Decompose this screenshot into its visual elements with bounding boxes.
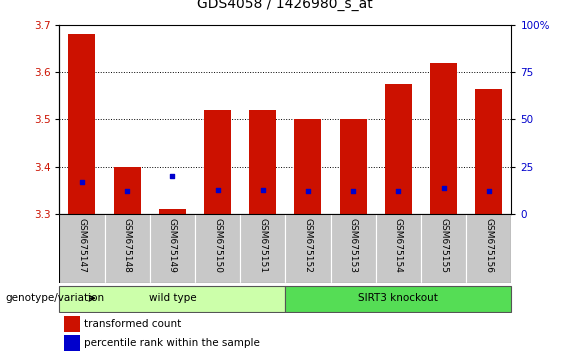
Point — [168, 173, 177, 179]
Text: GSM675156: GSM675156 — [484, 218, 493, 273]
Bar — [421, 214, 466, 283]
Text: GSM675153: GSM675153 — [349, 218, 358, 273]
Bar — [285, 214, 331, 283]
Bar — [159, 210, 186, 214]
Bar — [59, 214, 105, 283]
Point — [77, 179, 86, 185]
Text: GSM675152: GSM675152 — [303, 218, 312, 273]
Bar — [64, 335, 80, 351]
Text: transformed count: transformed count — [84, 319, 181, 329]
Point — [258, 187, 267, 192]
Bar — [64, 316, 80, 332]
Text: GSM675147: GSM675147 — [77, 218, 86, 273]
Text: GSM675151: GSM675151 — [258, 218, 267, 273]
Bar — [340, 120, 367, 214]
Bar — [150, 214, 195, 283]
Text: GDS4058 / 1426980_s_at: GDS4058 / 1426980_s_at — [197, 0, 373, 11]
Text: GSM675148: GSM675148 — [123, 218, 132, 273]
Point — [123, 189, 132, 194]
Text: genotype/variation: genotype/variation — [6, 293, 105, 303]
Bar — [240, 214, 285, 283]
Point — [484, 189, 493, 194]
Bar — [249, 110, 276, 214]
Bar — [466, 214, 511, 283]
Bar — [114, 167, 141, 214]
Bar — [475, 89, 502, 214]
Point — [213, 187, 222, 192]
Text: GSM675155: GSM675155 — [439, 218, 448, 273]
Bar — [430, 63, 457, 214]
Bar — [385, 84, 412, 214]
Text: GSM675154: GSM675154 — [394, 218, 403, 273]
Bar — [204, 110, 231, 214]
Point — [394, 189, 403, 194]
FancyBboxPatch shape — [285, 286, 511, 312]
Bar — [331, 214, 376, 283]
Point — [303, 189, 312, 194]
Text: SIRT3 knockout: SIRT3 knockout — [358, 293, 438, 303]
Bar — [59, 214, 511, 283]
Text: wild type: wild type — [149, 293, 196, 303]
Bar — [376, 214, 421, 283]
Bar — [195, 214, 240, 283]
Bar — [68, 34, 95, 214]
FancyBboxPatch shape — [59, 286, 285, 312]
Text: GSM675150: GSM675150 — [213, 218, 222, 273]
Bar — [105, 214, 150, 283]
Point — [439, 185, 448, 190]
Bar — [294, 120, 321, 214]
Text: percentile rank within the sample: percentile rank within the sample — [84, 338, 260, 348]
Text: GSM675149: GSM675149 — [168, 218, 177, 273]
Point — [349, 189, 358, 194]
